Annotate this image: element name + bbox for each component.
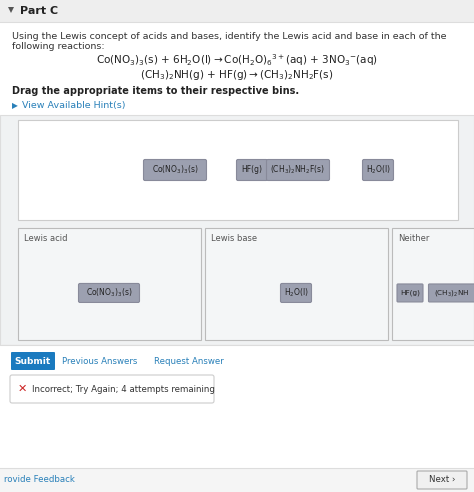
FancyBboxPatch shape [11,352,55,370]
Text: rovide Feedback: rovide Feedback [4,475,75,485]
Text: View Available Hint(s): View Available Hint(s) [22,101,126,110]
Polygon shape [8,7,14,13]
Text: Previous Answers: Previous Answers [62,357,137,366]
FancyBboxPatch shape [428,284,474,302]
Text: Next ›: Next › [429,475,455,485]
Text: ✕: ✕ [18,384,27,394]
FancyBboxPatch shape [237,159,267,181]
Text: Part C: Part C [20,6,58,16]
Text: Lewis acid: Lewis acid [24,234,67,243]
FancyBboxPatch shape [417,471,467,489]
Bar [0,115,474,345]
Text: HF(g): HF(g) [400,290,420,296]
Text: Using the Lewis concept of acids and bases, identify the Lewis acid and base in : Using the Lewis concept of acids and bas… [12,32,447,51]
Text: HF(g): HF(g) [241,165,263,175]
Bar [18,120,458,220]
Text: H$_2$O(l): H$_2$O(l) [365,164,391,176]
Text: H$_2$O(l): H$_2$O(l) [283,287,309,299]
Bar [205,228,388,340]
FancyBboxPatch shape [363,159,393,181]
Bar [0,22,474,217]
FancyBboxPatch shape [397,284,423,302]
Text: Co(NO$_3$)$_3$(s) + 6H$_2$O(l)$\rightarrow$Co(H$_2$O)$_6$$^{3+}$(aq) + 3NO$_3$$^: Co(NO$_3$)$_3$(s) + 6H$_2$O(l)$\rightarr… [96,52,378,68]
Text: Co(NO$_3$)$_3$(s): Co(NO$_3$)$_3$(s) [152,164,198,176]
Text: Request Answer: Request Answer [154,357,224,366]
Bar [0,468,474,492]
Bar [18,228,201,340]
Bar [392,228,474,340]
Text: Neither: Neither [398,234,429,243]
FancyBboxPatch shape [144,159,207,181]
Bar [0,0,474,22]
Text: Drag the appropriate items to their respective bins.: Drag the appropriate items to their resp… [12,86,299,96]
Bar [0,345,474,492]
Text: Incorrect; Try Again; 4 attempts remaining: Incorrect; Try Again; 4 attempts remaini… [32,385,215,394]
FancyBboxPatch shape [10,375,214,403]
FancyBboxPatch shape [281,283,311,303]
Text: Submit: Submit [15,357,51,366]
FancyBboxPatch shape [79,283,139,303]
Text: (CH$_3$)$_2$NH$_2$F(s): (CH$_3$)$_2$NH$_2$F(s) [271,164,326,176]
Text: (CH$_3$)$_2$NH(g) + HF(g)$\rightarrow$(CH$_3$)$_2$NH$_2$F(s): (CH$_3$)$_2$NH(g) + HF(g)$\rightarrow$(C… [140,68,334,82]
FancyBboxPatch shape [266,159,329,181]
Text: Co(NO$_3$)$_3$(s): Co(NO$_3$)$_3$(s) [86,287,132,299]
Text: (CH$_3$)$_2$NH: (CH$_3$)$_2$NH [435,288,470,298]
Text: Lewis base: Lewis base [211,234,257,243]
Text: ▶: ▶ [12,101,18,110]
